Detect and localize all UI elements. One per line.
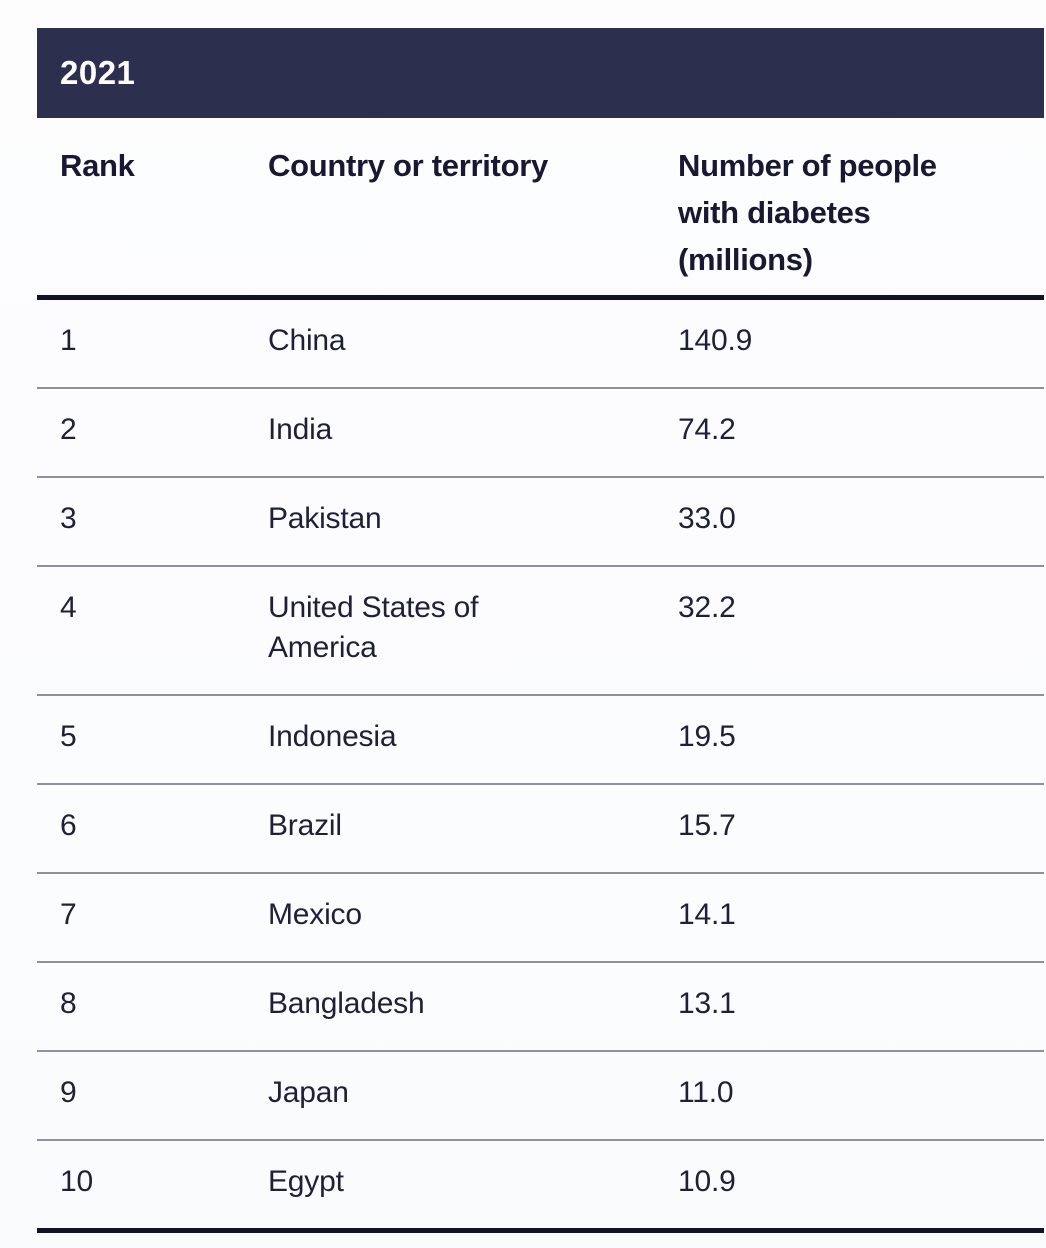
table-row: 1 China 140.9: [37, 297, 1044, 389]
header-row: Rank Country or territory Number of peop…: [37, 118, 1044, 300]
table-row: 2 India 74.2: [37, 388, 1044, 478]
year-title: 2021: [60, 54, 136, 91]
diabetes-ranking-panel: 2021 Rank Country or territory Number of…: [37, 28, 1044, 1233]
cell-rank: 1: [37, 297, 268, 389]
cell-number-with-diabetes: 140.9: [678, 297, 1044, 389]
cell-number-with-diabetes: 32.2: [678, 566, 1044, 696]
table-row: 5 Indonesia 19.5: [37, 695, 1044, 785]
cell-country: China: [268, 297, 678, 389]
cell-rank: 7: [37, 873, 268, 963]
table-row: 3 Pakistan 33.0: [37, 477, 1044, 567]
cell-country: Japan: [268, 1051, 678, 1141]
diabetes-ranking-table: Rank Country or territory Number of peop…: [37, 118, 1044, 1233]
table-row: 6 Brazil 15.7: [37, 784, 1044, 874]
cell-number-with-diabetes: 74.2: [678, 388, 1044, 478]
cell-number-with-diabetes: 10.9: [678, 1140, 1044, 1233]
cell-rank: 6: [37, 784, 268, 874]
country-name: United States of America: [268, 591, 479, 664]
cell-number-with-diabetes: 11.0: [678, 1051, 1044, 1141]
cell-country: Indonesia: [268, 695, 678, 785]
cell-country: United States of America: [268, 566, 678, 696]
cell-number-with-diabetes: 14.1: [678, 873, 1044, 963]
table-row: 7 Mexico 14.1: [37, 873, 1044, 963]
table-header: Rank Country or territory Number of peop…: [37, 118, 1044, 300]
cell-country: Bangladesh: [268, 962, 678, 1052]
table-row: 4 United States of America 32.2: [37, 566, 1044, 696]
cell-number-with-diabetes: 13.1: [678, 962, 1044, 1052]
country-name: Mexico: [268, 898, 362, 931]
country-name: Japan: [268, 1076, 349, 1109]
cell-country: Brazil: [268, 784, 678, 874]
column-header-number: Number of people with diabetes (millions…: [678, 118, 1044, 300]
cell-country: India: [268, 388, 678, 478]
cell-number-with-diabetes: 19.5: [678, 695, 1044, 785]
table-row: 8 Bangladesh 13.1: [37, 962, 1044, 1052]
country-name: India: [268, 413, 333, 446]
column-header-number-label: Number of people with diabetes (millions…: [678, 148, 937, 277]
cell-rank: 8: [37, 962, 268, 1052]
country-name: Pakistan: [268, 502, 382, 535]
table-body: 1 China 140.9 2 India 74.2 3 Pakistan 33.0 4 Unite…: [37, 297, 1044, 1233]
country-name: China: [268, 324, 346, 357]
year-header-bar: 2021: [37, 28, 1044, 118]
country-name: Bangladesh: [268, 987, 425, 1020]
cell-country: Egypt: [268, 1140, 678, 1233]
country-name: Indonesia: [268, 720, 397, 753]
cell-number-with-diabetes: 15.7: [678, 784, 1044, 874]
cell-number-with-diabetes: 33.0: [678, 477, 1044, 567]
cell-rank: 2: [37, 388, 268, 478]
table-row: 10 Egypt 10.9: [37, 1140, 1044, 1233]
cell-rank: 4: [37, 566, 268, 696]
cell-country: Mexico: [268, 873, 678, 963]
column-header-rank: Rank: [37, 118, 268, 300]
country-name: Egypt: [268, 1165, 344, 1198]
cell-rank: 9: [37, 1051, 268, 1141]
country-name: Brazil: [268, 809, 342, 842]
cell-country: Pakistan: [268, 477, 678, 567]
column-header-country: Country or territory: [268, 118, 678, 300]
cell-rank: 10: [37, 1140, 268, 1233]
cell-rank: 3: [37, 477, 268, 567]
table-row: 9 Japan 11.0: [37, 1051, 1044, 1141]
cell-rank: 5: [37, 695, 268, 785]
